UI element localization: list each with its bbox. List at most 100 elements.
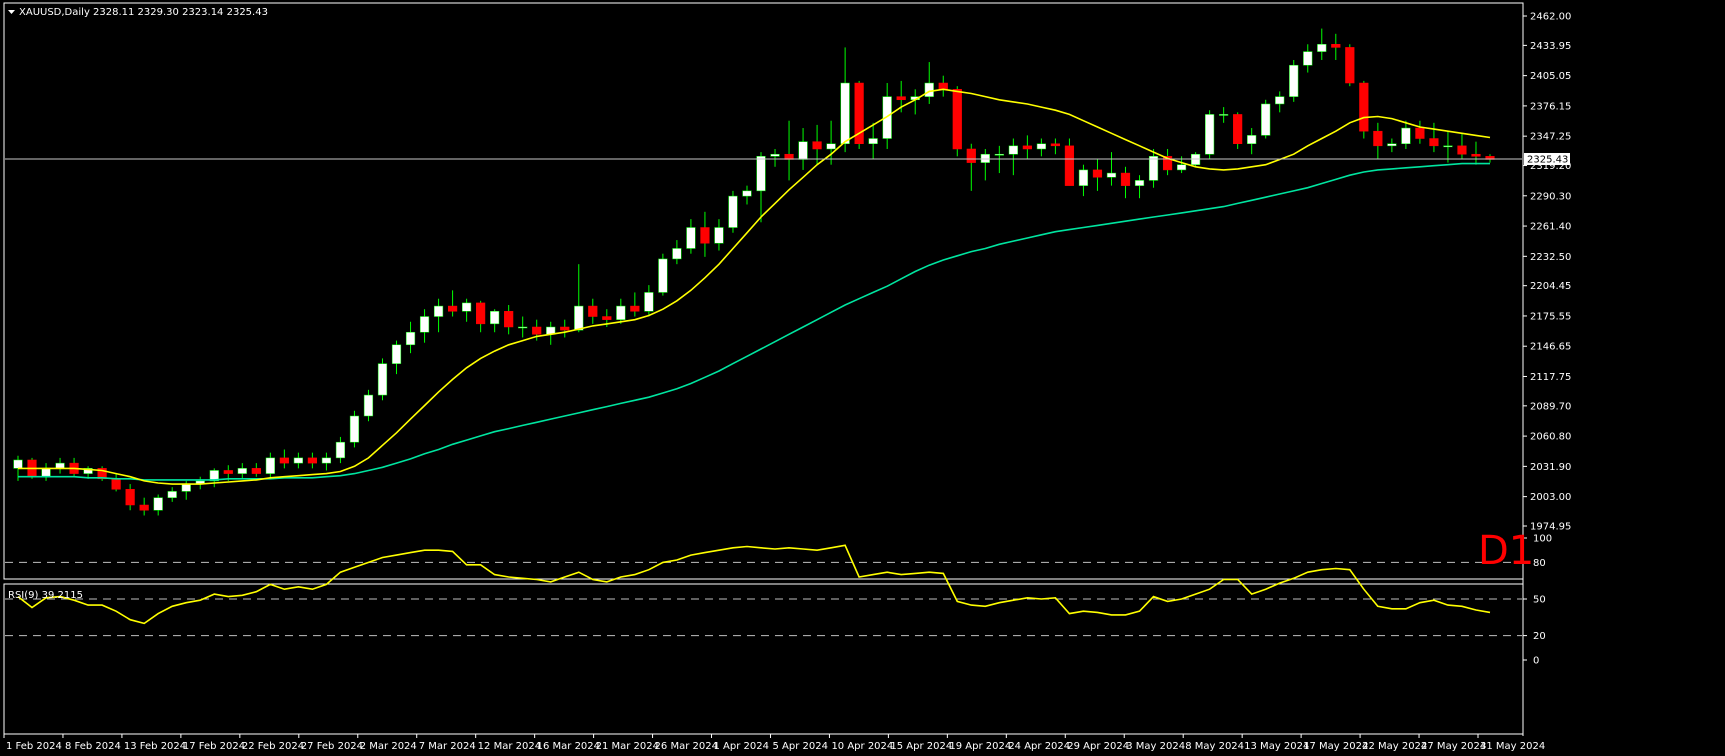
timeframe-badge: D1	[1478, 528, 1534, 574]
candle-body	[882, 96, 892, 139]
price-tick-label: 2433.95	[1530, 41, 1571, 52]
candle-body	[1050, 143, 1061, 147]
candle-body	[1289, 64, 1299, 97]
candle-body	[335, 441, 346, 459]
time-tick-label: 21 Mar 2024	[596, 741, 659, 752]
candle-body	[1359, 82, 1369, 132]
candle-body	[980, 153, 990, 163]
candle-body	[125, 489, 135, 506]
candle-body	[1275, 96, 1285, 105]
candle-body	[644, 292, 654, 312]
candle-body	[1429, 138, 1439, 147]
ma-slow-line	[18, 162, 1490, 481]
candle-body	[1317, 44, 1327, 52]
candle-body	[1078, 169, 1089, 186]
time-tick-label: 17 Feb 2024	[183, 741, 245, 752]
time-tick-label: 7 Mar 2024	[419, 741, 476, 752]
rsi-line	[17, 544, 1491, 625]
candle-body	[1219, 114, 1229, 116]
candle-body	[363, 394, 374, 417]
candle-body	[1247, 135, 1257, 144]
rsi-tick-label: 80	[1533, 558, 1546, 569]
candle-body	[55, 462, 65, 469]
rsi-panel-frame	[3, 583, 1524, 735]
candle-body	[1415, 127, 1425, 139]
time-tick-label: 13 Feb 2024	[124, 741, 186, 752]
rsi-tick-label: 20	[1533, 631, 1546, 642]
candle-body	[111, 478, 121, 490]
time-tick-label: 10 Apr 2024	[831, 741, 893, 752]
candle-body	[1092, 169, 1103, 178]
header-dropdown-icon[interactable]	[8, 10, 15, 14]
time-tick-label: 24 Apr 2024	[1008, 741, 1070, 752]
candle-body	[237, 468, 247, 474]
candle-body	[1205, 114, 1215, 155]
moving-averages-group	[18, 88, 1491, 485]
candle-body	[812, 141, 822, 150]
candle-body	[616, 305, 626, 320]
candle-body	[1134, 180, 1145, 186]
price-tick-label: 2376.15	[1530, 101, 1571, 112]
candle-body	[1148, 156, 1159, 181]
price-tick-label: 2031.90	[1530, 462, 1571, 473]
time-tick-label: 31 May 2024	[1480, 741, 1545, 752]
price-axis-ticks: 2462.00 2433.95 2405.05 2376.15 2347.25 2319.…	[1523, 12, 1571, 533]
time-tick-label: 1 Apr 2024	[714, 741, 769, 752]
candle-body	[1162, 156, 1173, 171]
candle-body	[966, 148, 976, 163]
time-tick-label: 8 Feb 2024	[65, 741, 121, 752]
price-tick-label: 2089.70	[1530, 401, 1571, 412]
candle-body	[41, 468, 51, 477]
candle-body	[742, 190, 752, 197]
price-tick-label: 1974.95	[1530, 522, 1571, 533]
header-ohlc: 2328.11 2329.30 2323.14 2325.43	[93, 7, 268, 18]
time-tick-label: 5 Apr 2024	[772, 741, 827, 752]
price-tick-label: 2462.00	[1530, 12, 1571, 23]
candle-body	[265, 457, 275, 474]
candle-body	[1345, 47, 1355, 84]
price-tick-label: 2003.00	[1530, 492, 1571, 503]
candle-body	[307, 457, 317, 464]
candles-group	[13, 28, 1495, 516]
candle-body	[1471, 153, 1481, 157]
price-tick-label: 2232.50	[1530, 252, 1571, 263]
candle-body	[139, 504, 149, 511]
candle-body	[952, 89, 962, 150]
time-tick-label: 19 Apr 2024	[949, 741, 1011, 752]
candle-body	[181, 483, 191, 492]
time-tick-label: 2 Mar 2024	[360, 741, 417, 752]
candle-body	[476, 302, 486, 325]
candle-body	[223, 470, 233, 474]
time-tick-label: 15 Apr 2024	[890, 741, 952, 752]
candle-body	[349, 415, 360, 443]
candle-body	[1261, 103, 1271, 136]
price-tick-label: 2261.40	[1530, 222, 1571, 233]
rsi-tick-label: 100	[1533, 534, 1552, 545]
header-symbol: XAUUSD,Daily	[19, 7, 90, 18]
candle-body	[1387, 143, 1397, 147]
candle-body	[83, 468, 93, 474]
candle-body	[840, 82, 850, 144]
candle-body	[868, 138, 878, 144]
candle-body	[504, 311, 514, 328]
candle-body	[756, 156, 766, 192]
rsi-line-group	[17, 544, 1491, 625]
candle-body	[377, 363, 388, 396]
rsi-level-lines	[5, 561, 1522, 637]
candle-body	[1303, 51, 1313, 66]
candle-body	[896, 96, 906, 101]
candle-body	[574, 305, 584, 331]
candle-body	[279, 457, 289, 464]
candle-body	[798, 141, 808, 160]
candle-body	[490, 311, 500, 325]
current-price-group: 2325.43	[5, 153, 1570, 166]
price-tick-label: 2146.65	[1530, 342, 1571, 353]
candle-body	[1008, 145, 1018, 155]
price-tick-label: 2204.45	[1530, 281, 1571, 292]
time-tick-label: 22 May 2024	[1362, 741, 1427, 752]
price-tick-label: 2405.05	[1530, 71, 1571, 82]
candle-body	[1106, 172, 1117, 178]
candle-body	[518, 326, 528, 329]
